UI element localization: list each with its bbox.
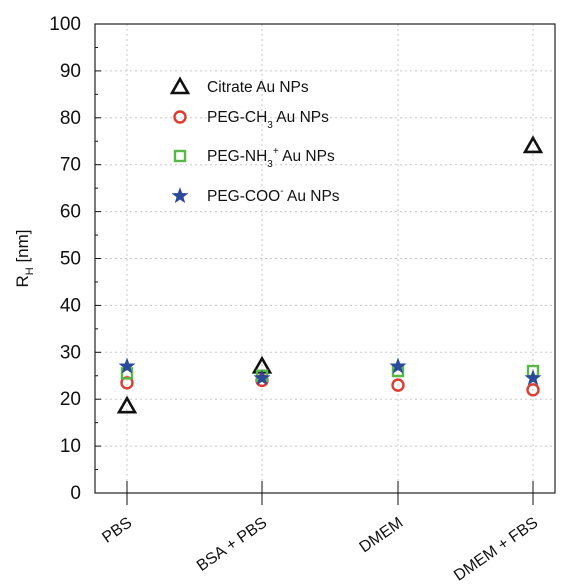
y-tick-label: 20 [60, 389, 81, 410]
legend-text-part: PEG-COO [207, 188, 280, 205]
legend-text-part: PEG-NH [207, 148, 267, 165]
y-axis-label-unit: [nm] [13, 229, 32, 267]
star-point [389, 357, 407, 374]
x-tick-label: DMEM + FBS [451, 514, 541, 584]
legend-entry-label: Citrate Au NPs [207, 79, 309, 96]
y-tick-label: 50 [60, 249, 81, 270]
star-point [118, 357, 136, 374]
y-tick-label: 100 [49, 14, 81, 35]
y-tick-label: 0 [70, 483, 81, 504]
legend-circle-marker [173, 110, 187, 124]
y-tick-label: 40 [60, 295, 81, 316]
legend-text-part: Au NPs [279, 148, 335, 165]
star-point [524, 369, 542, 386]
y-tick-label: 80 [60, 108, 81, 129]
y-tick-label: 90 [60, 61, 81, 82]
legend-text-part: + [273, 146, 279, 157]
marks-layer [116, 135, 544, 414]
legend-star-marker [171, 187, 189, 204]
triangle-point [116, 395, 138, 414]
x-tick-label: BSA + PBS [194, 514, 270, 575]
star-point [253, 369, 271, 386]
legend-entry-label: PEG-NH3+ Au NPs [207, 146, 335, 170]
legend-text-part: Citrate Au NPs [207, 79, 309, 96]
circle-point [391, 378, 405, 392]
y-tick-label: 30 [60, 342, 81, 363]
legend-text-part: - [280, 186, 283, 197]
triangle-point [522, 135, 544, 154]
legend-entry-label: PEG-CH3 Au NPs [207, 109, 329, 131]
y-axis-label-main: R [13, 275, 32, 287]
legend-text-part: Au NPs [284, 188, 340, 205]
x-tick-label: DMEM [356, 514, 406, 556]
legend-text-part: 3 [267, 120, 273, 131]
axes-layer: 0 10 20 30 40 50 60 70 80 90 100 PBS BSA + PBS DMEM DM… [13, 14, 556, 584]
legend-triangle-marker [169, 76, 191, 95]
y-axis-label: RH [nm] [13, 229, 36, 287]
plot-frame [94, 23, 556, 494]
legend-text-part: 3 [267, 159, 273, 170]
y-axis-label-sub: H [24, 267, 36, 275]
x-tick-label: PBS [99, 514, 135, 546]
legend-entry-label: PEG-COO- Au NPs [207, 186, 340, 205]
y-tick-label: 70 [60, 155, 81, 176]
legend-text-part: PEG-CH [207, 109, 267, 126]
grid-layer [95, 23, 555, 493]
legend-text-part: Au NPs [273, 109, 329, 126]
circle-point [526, 383, 540, 397]
legend-square-marker [173, 149, 187, 163]
y-tick-label: 60 [60, 202, 81, 223]
y-tick-label: 10 [60, 436, 81, 457]
